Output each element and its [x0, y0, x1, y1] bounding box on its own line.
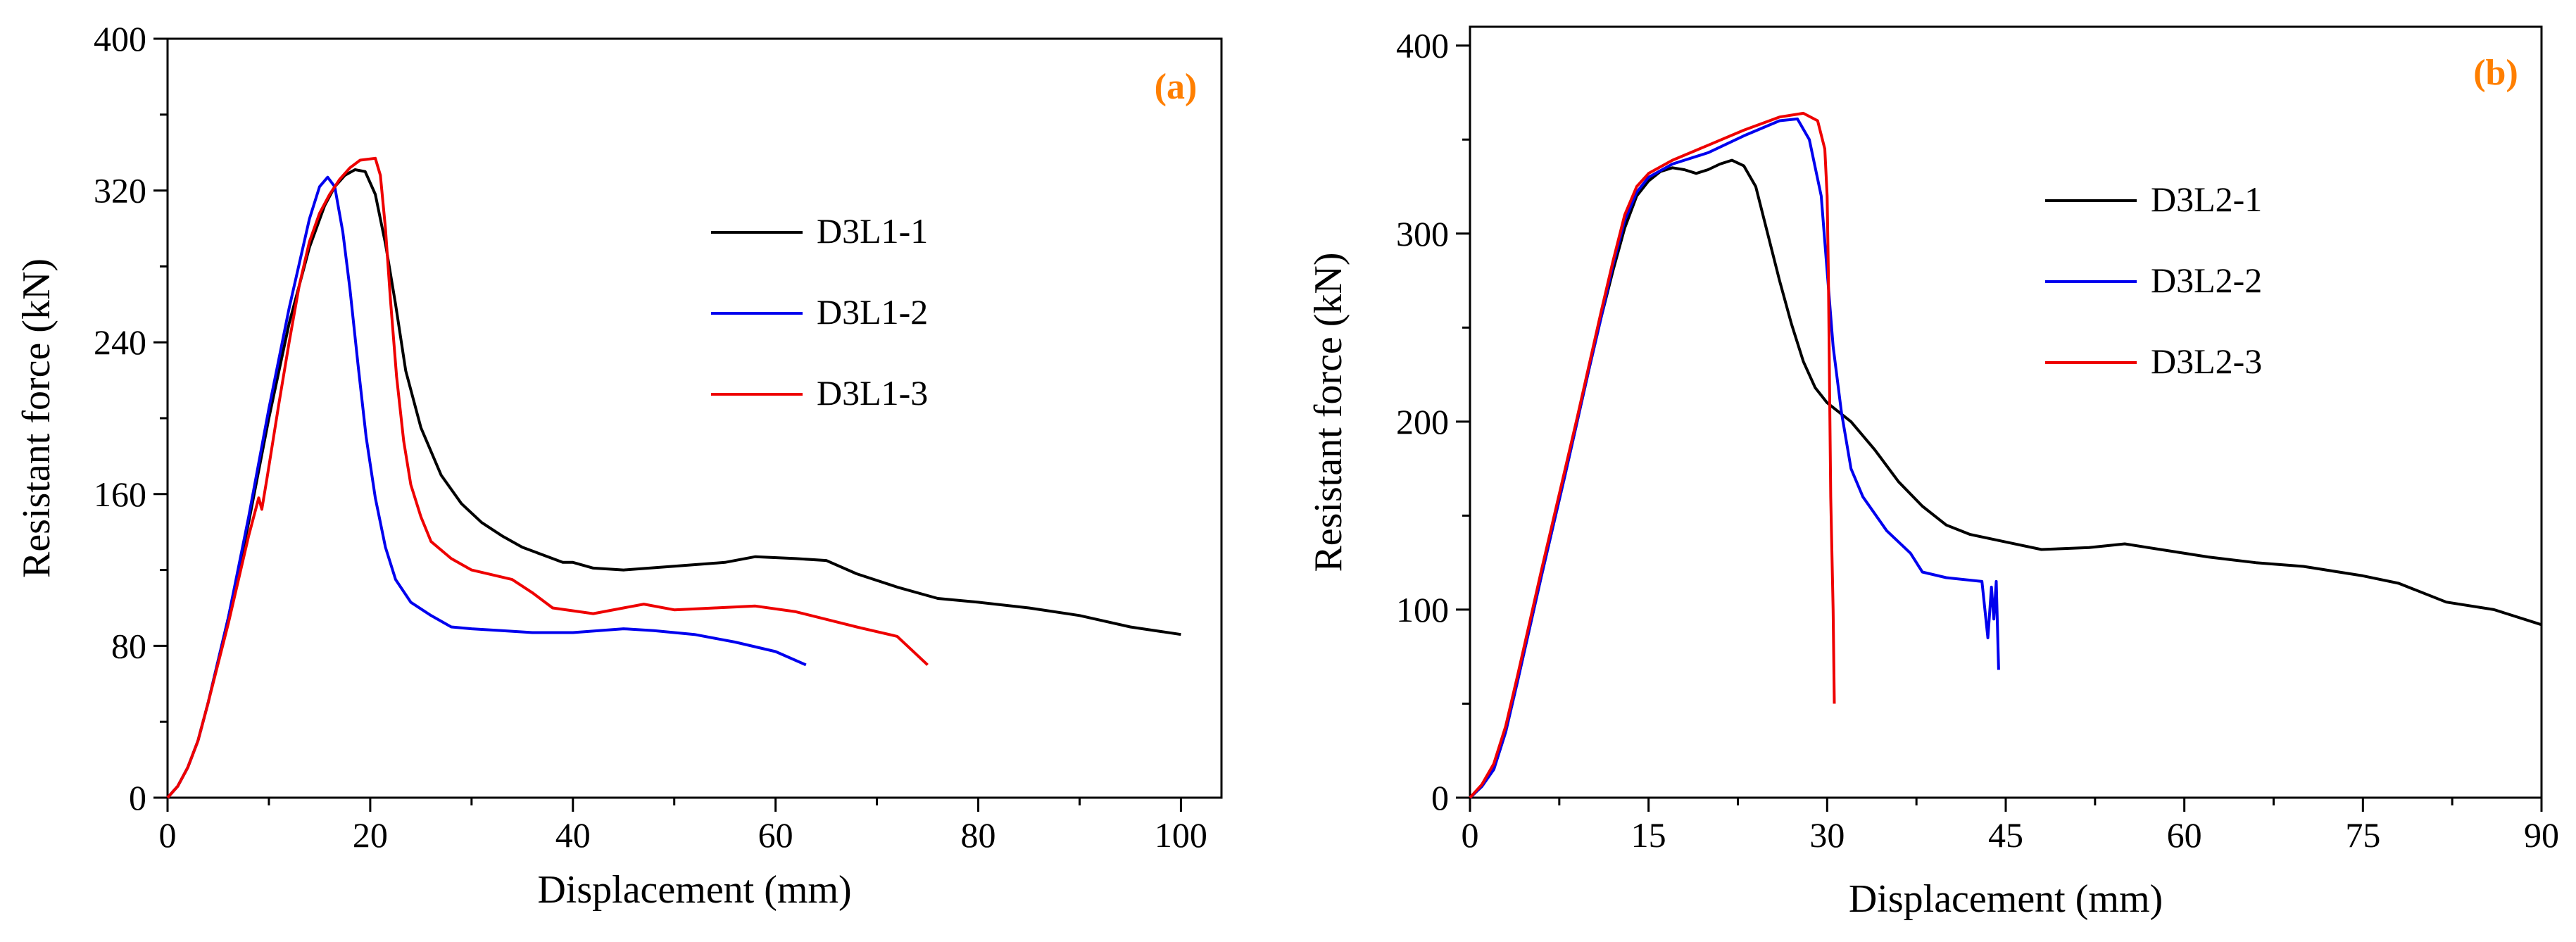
x-tick-label: 0 — [159, 815, 177, 855]
plot-frame — [166, 37, 1223, 799]
legend-label: D3L1-2 — [817, 292, 928, 332]
series-line-d3l2-1 — [1469, 158, 2542, 799]
x-tick-label: 90 — [2524, 815, 2559, 855]
series-line-d3l1-2 — [166, 175, 807, 799]
y-axis-title: Resistant force (kN) — [15, 258, 58, 578]
legend-label: D3L1-3 — [817, 373, 928, 413]
x-tick-label: 15 — [1631, 815, 1666, 855]
y-tick-label: 100 — [1396, 590, 1449, 629]
y-tick-label: 400 — [1396, 26, 1449, 65]
series-line-d3l1-3 — [166, 156, 929, 799]
legend-label: D3L2-3 — [2151, 341, 2262, 381]
y-tick-label: 80 — [111, 626, 146, 665]
y-tick-label: 0 — [129, 778, 146, 817]
x-tick-label: 80 — [961, 815, 996, 855]
y-tick-label: 200 — [1396, 402, 1449, 441]
x-tick-label: 45 — [1988, 815, 2023, 855]
panel-label: (b) — [2473, 53, 2518, 93]
x-axis-title: Displacement (mm) — [1849, 877, 2163, 921]
y-tick-label: 240 — [94, 322, 146, 362]
x-tick-label: 0 — [1462, 815, 1479, 855]
legend-label: D3L1-1 — [817, 211, 928, 251]
x-tick-label: 30 — [1809, 815, 1845, 855]
legend-label: D3L2-1 — [2151, 180, 2262, 219]
chart-panel-b: 0 15 30 45 60 75 90 0 100 200 300 400 Displacement (… — [1307, 25, 2559, 921]
legend-label: D3L2-2 — [2151, 260, 2262, 300]
x-tick-label: 20 — [353, 815, 388, 855]
chart-panel-a: 0 20 40 60 80 100 0 80 160 240 320 400 Displacement … — [15, 19, 1223, 912]
x-axis-title: Displacement (mm) — [537, 868, 851, 912]
x-tick-label: 40 — [555, 815, 591, 855]
x-tick-label: 60 — [758, 815, 793, 855]
series-line-d3l1-1 — [166, 168, 1181, 799]
y-tick-label: 320 — [94, 171, 146, 211]
x-tick-label: 75 — [2345, 815, 2380, 855]
y-tick-label: 0 — [1431, 778, 1449, 817]
x-tick-label: 60 — [2167, 815, 2202, 855]
y-tick-label: 400 — [94, 19, 146, 58]
series-line-d3l2-2 — [1469, 117, 2000, 799]
y-tick-label: 300 — [1396, 214, 1449, 253]
plot-frame — [1469, 25, 2543, 799]
x-tick-label: 100 — [1155, 815, 1207, 855]
y-axis-title: Resistant force (kN) — [1307, 252, 1350, 572]
series-line-d3l2-3 — [1469, 111, 1836, 799]
panel-label: (a) — [1155, 67, 1198, 107]
y-tick-label: 160 — [94, 475, 146, 514]
